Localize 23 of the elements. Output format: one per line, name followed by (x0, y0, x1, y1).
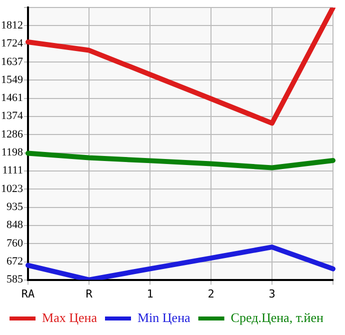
x-tick-label: 2 (208, 287, 214, 300)
x-tick-label: R (86, 287, 93, 300)
y-tick-label: 1549 (1, 74, 24, 86)
legend-label: Max Цена (42, 310, 98, 325)
x-tick-label: RA (21, 287, 35, 300)
legend-label: Сред.Цена, т.йен (230, 310, 324, 325)
y-tick-label: 1286 (1, 128, 24, 140)
y-tick-label: 1461 (1, 92, 23, 104)
y-tick-label: 1023 (1, 182, 24, 195)
legend-label: Min Цена (138, 310, 191, 325)
y-tick-label: 1637 (1, 56, 24, 68)
x-tick-label: 1 (146, 287, 154, 300)
y-tick-label: 1198 (1, 146, 24, 159)
y-tick-label: 1812 (1, 20, 23, 32)
y-tick-label: 848 (6, 219, 24, 232)
y-tick-label: 1111 (2, 164, 23, 177)
y-tick-label: 585 (6, 274, 24, 286)
y-tick-label: 1374 (1, 110, 24, 122)
y-tick-label: 1724 (1, 38, 24, 50)
y-tick-label: 935 (6, 201, 24, 214)
x-tick-label: 3 (268, 287, 276, 300)
y-tick-label: 760 (6, 237, 24, 250)
y-tick-label: 672 (6, 256, 23, 268)
